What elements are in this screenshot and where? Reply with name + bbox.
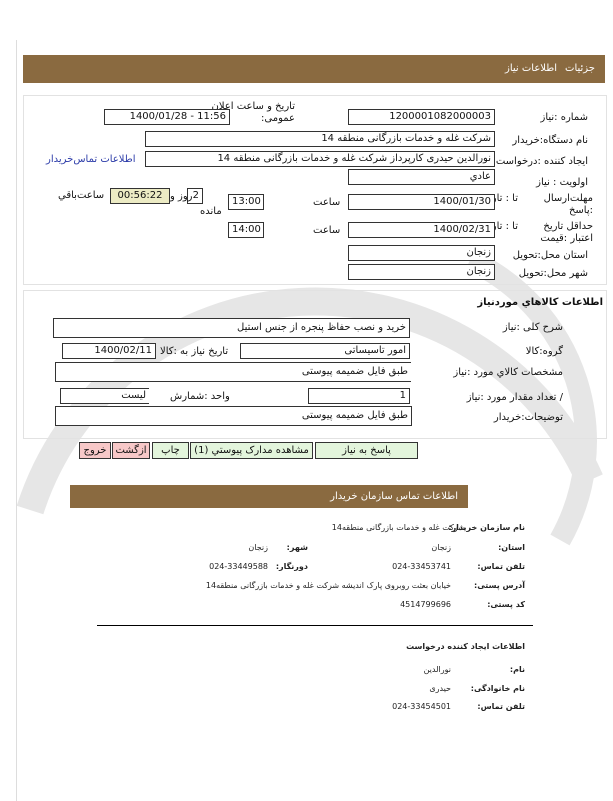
remaining-label2: مانده bbox=[200, 206, 222, 217]
tab-need-info[interactable]: اطلاعات نیاز bbox=[505, 63, 557, 74]
divider bbox=[97, 625, 533, 626]
address-label: آدرس پستی: bbox=[474, 581, 525, 590]
exit-button[interactable]: خروج bbox=[79, 442, 111, 459]
validity-date-field: 1400/02/31 bbox=[348, 222, 495, 238]
contact-province-value: زنجان bbox=[431, 543, 451, 552]
qty-label: / تعداد مقدار مورد :نیاز bbox=[466, 392, 563, 403]
creator-field: نورالدین حیدری کارپرداز شرکت غله و خدمات… bbox=[145, 151, 495, 167]
spec-field: طبق فایل ضمیمه پیوستی bbox=[55, 362, 411, 382]
validity-to-date-label: تا : تاریخ bbox=[482, 221, 518, 232]
contact-phone-label: تلفن تماس: bbox=[477, 562, 525, 571]
requester-family-value: حیدری bbox=[429, 684, 451, 693]
qty-field: 1 bbox=[308, 388, 410, 404]
requester-name-label: نام: bbox=[509, 665, 525, 674]
fax-value: 024-33449588 bbox=[209, 562, 268, 571]
remaining-days-field: 2 bbox=[187, 188, 203, 204]
city-field: زنجان bbox=[348, 264, 495, 280]
reply-button[interactable]: پاسخ به نیاز bbox=[315, 442, 418, 459]
header-bar: جزئیات اطلاعات نیاز bbox=[23, 55, 605, 83]
validity-time-label: ساعت bbox=[313, 225, 341, 236]
contact-city-label: شهر: bbox=[286, 543, 308, 552]
unit-label: واحد :شمارش bbox=[170, 391, 230, 402]
need-info-section bbox=[23, 95, 607, 285]
priority-field: عادي bbox=[348, 169, 495, 185]
left-border bbox=[16, 40, 17, 801]
buyer-contact-link[interactable]: اطلاعات تماس‌خریدار bbox=[46, 154, 136, 165]
days-and-label: روز و bbox=[170, 191, 193, 202]
contact-bar: اطلاعات تماس سازمان خریدار bbox=[70, 485, 468, 508]
print-button[interactable]: چاپ bbox=[152, 442, 189, 459]
deadline-date-field: 1400/01/30 bbox=[348, 194, 495, 210]
buyer-org-field: شرکت غله و خدمات بازرگانی منطقه 14 bbox=[145, 131, 495, 147]
desc-label: شرح کلی :نیاز bbox=[502, 322, 563, 333]
contact-title: اطلاعات تماس سازمان خریدار bbox=[330, 491, 458, 502]
group-field: امور تاسیساتی bbox=[240, 343, 410, 359]
spec-label: مشخصات کالاي مورد :نیاز bbox=[453, 367, 563, 378]
deadline-time-field: 13:00 bbox=[228, 194, 264, 210]
requester-name-value: نورالدین bbox=[423, 665, 451, 674]
deadline-to-date-label: تا : تاریخ bbox=[482, 193, 518, 204]
need-date-field: 1400/02/11 bbox=[62, 343, 156, 359]
goods-title: اطلاعات کالاهاي موردنیاز bbox=[477, 297, 603, 308]
contact-city-value: زنجان bbox=[248, 543, 268, 552]
back-button[interactable]: ازگشت bbox=[112, 442, 150, 459]
validity-time-field: 14:00 bbox=[228, 222, 264, 238]
deadline-time-label: ساعت bbox=[313, 197, 341, 208]
need-number-field: 1200001082000003 bbox=[348, 109, 495, 125]
tab-details[interactable]: جزئیات bbox=[565, 63, 595, 74]
validity-label: حداقل تاریخ اعتبار :قیمت bbox=[540, 221, 593, 244]
requester-phone-label: تلفن تماس: bbox=[477, 702, 525, 711]
contact-phone-value: 024-33453741 bbox=[392, 562, 451, 571]
remaining-timer: 00:56:22 bbox=[110, 188, 170, 204]
requester-phone-value: 024-33454501 bbox=[392, 702, 451, 711]
group-label: گروه:کالا bbox=[525, 346, 563, 357]
desc-field: خرید و نصب حفاظ پنجره از جنس استیل bbox=[53, 318, 410, 338]
org-label: نام سازمان خریدار: bbox=[448, 523, 525, 532]
announce-field: 1400/01/28 - 11:56 bbox=[104, 109, 230, 125]
fax-label: دورنگار: bbox=[275, 562, 308, 571]
announce-label: تاریخ و ساعت اعلان عمومی: bbox=[211, 101, 295, 124]
creator-label: ایجاد کننده :درخواست bbox=[495, 156, 588, 167]
postal-value: 4514799696 bbox=[400, 600, 451, 609]
deadline-label: مهلت‌ارسال :پاسخ bbox=[543, 193, 593, 216]
need-number-label: شماره :نیاز bbox=[540, 112, 589, 123]
city-label: شهر محل:تحویل bbox=[518, 268, 588, 279]
buyer-notes-field: طبق فایل ضمیمه پیوستی bbox=[55, 406, 412, 426]
unit-field: لیست bbox=[60, 388, 149, 404]
buyer-org-label: نام دستگاه:خریدار bbox=[512, 135, 588, 146]
remaining-label: ساعت‌باقي bbox=[58, 190, 105, 201]
requester-title: اطلاعات ایجاد کننده درخواست bbox=[406, 642, 525, 651]
address-value: خیابان بعثت روبروی پارک اندیشه شرکت غله … bbox=[205, 581, 451, 590]
contact-province-label: استان: bbox=[498, 543, 525, 552]
postal-label: کد پستی: bbox=[487, 600, 525, 609]
need-date-label: تاریخ نیاز به :کالا bbox=[160, 346, 229, 357]
goods-section bbox=[23, 290, 607, 439]
requester-family-label: نام خانوادگی: bbox=[470, 684, 525, 693]
view-attachments-button[interactable]: مشاهده مدارک پیوستي (1) bbox=[190, 442, 313, 459]
org-value: شرکت غله و خدمات بازرگانی منطقه14 bbox=[331, 523, 465, 532]
province-label: استان محل:تحویل bbox=[512, 250, 588, 261]
province-field: زنجان bbox=[348, 245, 495, 261]
buyer-notes-label: توضیحات:خریدار bbox=[493, 412, 563, 423]
priority-label: اولویت : نیاز bbox=[536, 177, 588, 188]
